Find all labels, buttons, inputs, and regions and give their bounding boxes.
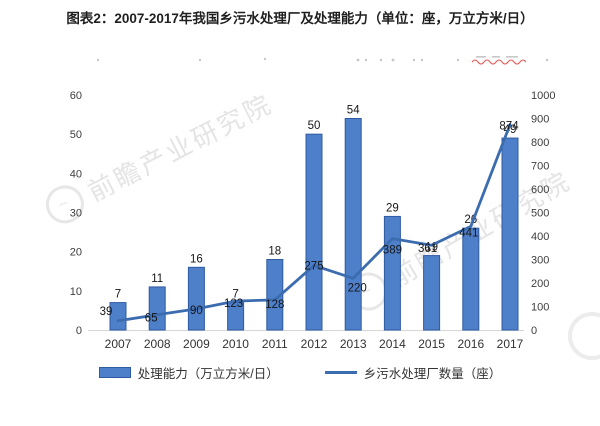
chart-legend: 处理能力（万立方米/日） 乡污水处理厂数量（座）: [0, 361, 600, 383]
artifact-marks: [96, 56, 549, 65]
right-axis-tick: 900: [531, 114, 549, 126]
x-axis-label: 2015: [418, 337, 445, 351]
line-value-label: 39: [100, 306, 113, 318]
bar-2016: [462, 227, 480, 331]
bar-2012: [305, 133, 323, 331]
bar-value-label: 16: [190, 253, 203, 265]
x-axis-label: 2016: [457, 337, 484, 351]
line-value-label: 123: [224, 298, 243, 310]
left-axis-tick: 20: [70, 247, 82, 259]
bar-value-label: 50: [308, 120, 321, 132]
line-value-label: 275: [304, 260, 323, 272]
left-axis-tick: 50: [70, 129, 82, 141]
bar-value-label: 29: [386, 202, 399, 214]
plant-count-line: [116, 123, 512, 323]
right-axis-tick: 300: [531, 255, 549, 267]
line-value-label: 90: [190, 305, 203, 317]
bar-value-label: 7: [232, 289, 238, 301]
bar-2013: [344, 118, 362, 331]
right-axis-tick: 600: [531, 184, 549, 196]
right-axis-tick: 100: [531, 302, 549, 314]
bar-2014: [383, 215, 401, 331]
bar-2017: [501, 137, 519, 331]
line-value-label: 389: [383, 245, 402, 257]
right-axis-tick: 800: [531, 137, 549, 149]
legend-bar-swatch-icon: [98, 366, 131, 378]
legend-label: 乡污水处理厂数量（座）: [363, 366, 502, 381]
right-axis-tick: 200: [531, 278, 549, 290]
legend-item-plant-count: 乡污水处理厂数量（座）: [324, 363, 502, 382]
bar-value-label: 54: [347, 105, 360, 117]
right-axis-tick: 0: [531, 325, 537, 337]
right-axis-tick: 400: [531, 231, 549, 243]
bar-value-label: 18: [268, 246, 281, 258]
left-axis-tick: 10: [70, 286, 82, 298]
right-axis-tick: 1000: [531, 90, 555, 102]
line-value-label: 441: [459, 227, 478, 239]
legend-item-capacity: 处理能力（万立方米/日）: [98, 363, 279, 382]
x-axis-label: 2007: [105, 337, 132, 351]
line-value-label: 874: [499, 121, 519, 133]
bar-2009: [187, 266, 205, 331]
x-axis-label: 2013: [340, 337, 367, 351]
bar-2011: [266, 259, 284, 331]
x-axis-label: 2017: [497, 337, 524, 351]
x-axis-label: 2014: [379, 337, 406, 351]
line-value-label: 220: [348, 282, 367, 294]
legend-line-swatch-icon: [324, 370, 357, 374]
left-axis-tick: 40: [70, 168, 82, 180]
left-axis-tick: 0: [76, 325, 82, 337]
x-axis-label: 2010: [222, 337, 249, 351]
bar-2015: [423, 255, 441, 331]
left-axis-tick: 30: [70, 208, 82, 220]
bar-2007: [109, 302, 127, 331]
chart-title: 图表2：2007-2017年我国乡污水处理厂及处理能力（单位：座，万立方米/日）: [66, 11, 534, 26]
right-axis-tick: 700: [531, 161, 549, 173]
bar-2008: [148, 286, 166, 331]
bar-2010: [227, 302, 245, 331]
line-value-label: 65: [145, 313, 158, 325]
x-axis-label: 2008: [144, 337, 171, 351]
x-axis-label: 2012: [301, 337, 328, 351]
left-axis-tick: 60: [70, 90, 82, 102]
legend-label: 处理能力（万立方米/日）: [137, 366, 279, 381]
spellcheck-squiggle: [471, 59, 527, 65]
x-axis-label: 2009: [183, 337, 210, 351]
bar-value-label: 7: [115, 289, 121, 301]
x-axis-label: 2011: [262, 337, 288, 351]
bar-value-label: 11: [151, 273, 163, 285]
line-value-label: 361: [418, 243, 437, 255]
line-value-label: 128: [265, 299, 284, 311]
right-axis-tick: 500: [531, 208, 549, 220]
